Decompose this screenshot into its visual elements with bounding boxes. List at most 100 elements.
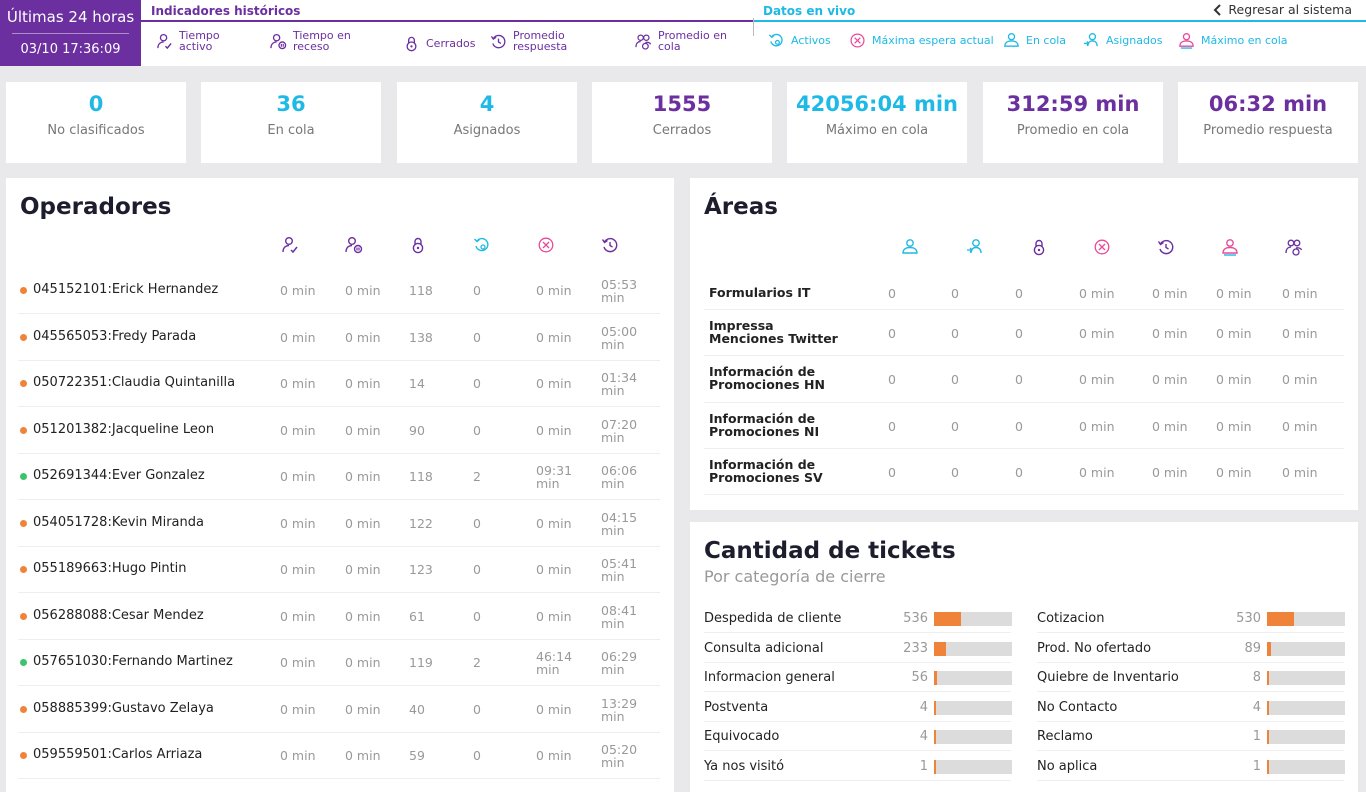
operator-row[interactable]: 058885399:Gustavo Zelaya 0 min 0 min 40 0 0 m… — [18, 687, 660, 733]
ticket-category-count: 530 — [1236, 611, 1261, 626]
area-c2-value: 0 — [951, 465, 959, 480]
kpi-value: 312:59 min — [1006, 92, 1140, 116]
kpi-cerrados: 1555 Cerrados — [592, 82, 772, 163]
area-row[interactable]: Información de Promociones NI 0 0 0 0 min 0 m… — [704, 403, 1344, 449]
tickets-title: Cantidad de tickets — [704, 538, 956, 564]
operators-list[interactable]: 045152101:Erick Hernandez 0 min 0 min 118 0 0… — [18, 266, 660, 792]
operator-name: 054051728:Kevin Miranda — [33, 514, 204, 530]
area-row[interactable]: Información de Promociones SV 0 0 0 0 min 0 m… — [704, 449, 1344, 495]
back-to-system-link[interactable]: Regresar al sistema — [1213, 2, 1352, 17]
tab-tiempo-receso[interactable]: Tiempo en receso — [270, 30, 351, 52]
live-data-title: Datos en vivo — [763, 4, 856, 18]
operator-wait-value: 46:14 min — [536, 649, 573, 677]
operator-active-value: 0 min — [280, 283, 316, 298]
operator-active-value: 0 min — [280, 376, 316, 391]
operator-response-value: 05:53 min — [601, 277, 638, 305]
area-row[interactable]: Impressa Menciones Twitter 0 0 0 0 min 0 min 0… — [704, 310, 1344, 356]
operator-name: 045152101:Erick Hernandez — [33, 282, 219, 297]
operator-assigned-value: 0 — [473, 608, 481, 624]
kpi-label: Asignados — [453, 123, 521, 138]
operator-wait-value: 0 min — [536, 283, 572, 298]
tab-en-cola[interactable]: En cola — [1003, 32, 1066, 49]
area-c6-value: 0 min — [1216, 419, 1252, 434]
kpi-label: Cerrados — [652, 123, 712, 138]
operator-name: 058885399:Gustavo Zelaya — [33, 700, 214, 716]
tab-label: Activos — [791, 34, 831, 47]
area-name: Información de Promociones NI — [709, 411, 820, 439]
operator-name: 059559501:Carlos Arriaza — [33, 747, 203, 762]
ticket-category-bar — [934, 700, 1012, 715]
tab-maximo-en-cola[interactable]: Máximo en cola — [1178, 32, 1288, 49]
active-clock-icon — [474, 237, 489, 252]
kpi-en-cola: 36 En cola — [201, 82, 381, 163]
operator-row[interactable]: 059559501:Carlos Arriaza 0 min 0 min 59 0 0 m… — [18, 733, 660, 779]
ticket-category-bar — [934, 641, 1012, 656]
operators-panel: Operadores 045152101:Erick Hernandez 0 mi… — [6, 178, 674, 792]
operator-closed-value: 119 — [409, 655, 433, 670]
operator-name: 051201382:Jacqueline Leon — [33, 421, 215, 437]
area-c1-value: 0 — [888, 286, 896, 301]
operator-row[interactable]: 054051728:Kevin Miranda 0 min 0 min 122 0 0 m… — [18, 501, 660, 547]
historic-indicators-title: Indicadores históricos — [151, 4, 301, 18]
tab-activos[interactable]: Activos — [768, 32, 831, 49]
ticket-category-row: Consulta adicional 233 — [704, 634, 1012, 663]
area-c1-value: 0 — [888, 419, 896, 434]
ticket-category-bar-fill — [934, 612, 961, 626]
operator-active-value: 0 min — [280, 655, 316, 670]
area-c4-value: 0 min — [1079, 286, 1115, 301]
operator-break-value: 0 min — [345, 283, 381, 298]
operators-scrollbar[interactable] — [661, 266, 665, 792]
operator-row[interactable]: 045565053:Fredy Parada 0 min 0 min 138 0 0 mi… — [18, 315, 660, 361]
ticket-category-row: Despedida de cliente 536 — [704, 604, 1012, 633]
operator-assigned-value: 0 — [473, 329, 481, 345]
area-name: Impressa Menciones Twitter — [709, 318, 838, 346]
operator-row[interactable]: 056288088:Cesar Mendez 0 min 0 min 61 0 0 min… — [18, 594, 660, 640]
top-navigation-bar: Últimas 24 horas 03/10 17:36:09 Indicado… — [0, 0, 1366, 66]
ticket-category-label: Equivocado — [704, 729, 780, 744]
ticket-category-count: 56 — [911, 670, 928, 685]
ticket-category-bar-fill — [1267, 641, 1271, 656]
operator-name: 057651030:Fernando Martinez — [33, 654, 233, 669]
area-c1-value: 0 — [888, 326, 896, 341]
operator-closed-value: 61 — [409, 608, 425, 624]
period-selector[interactable]: Últimas 24 horas 03/10 17:36:09 — [0, 0, 141, 66]
operator-row[interactable]: 057651030:Fernando Martinez 0 min 0 min 119… — [18, 640, 660, 686]
tab-promedio-respuesta[interactable]: Promedio respuesta — [490, 30, 567, 52]
operator-row[interactable]: 052691344:Ever Gonzalez 0 min 0 min 118 2 09:… — [18, 454, 660, 500]
operator-closed-value: 90 — [409, 422, 425, 438]
user-queue-icon — [1004, 33, 1019, 47]
operator-assigned-value: 0 — [473, 283, 481, 298]
ticket-category-label: Consulta adicional — [704, 640, 824, 656]
operator-response-value: 01:34 min — [601, 370, 638, 398]
ticket-category-bar-fill — [1267, 730, 1269, 744]
operator-wait-value: 09:31 min — [536, 463, 573, 491]
kpi-promedio-respuesta: 06:32 min Promedio respuesta — [1178, 82, 1358, 163]
tab-maxima-espera-actual[interactable]: Máxima espera actual — [849, 32, 994, 49]
operator-row[interactable]: 050722351:Claudia Quintanilla 0 min 0 min 1… — [18, 361, 660, 407]
operator-row[interactable]: 055189663:Hugo Pintin 0 min 0 min 123 0 0 min… — [18, 547, 660, 593]
operator-wait-value: 0 min — [536, 329, 572, 345]
operator-name: 052691344:Ever Gonzalez — [33, 468, 205, 483]
tickets-panel: Cantidad de tickets Por categoría de cie… — [690, 522, 1358, 792]
tab-asignados[interactable]: Asignados — [1083, 32, 1162, 49]
area-row[interactable]: Información de Promociones HN 0 0 0 0 min 0 m… — [704, 356, 1344, 403]
operator-wait-value: 0 min — [536, 748, 572, 763]
operator-response-value: 06:06 min — [601, 463, 638, 491]
ticket-category-bar — [1267, 700, 1345, 715]
operator-response-value: 05:41 min — [601, 556, 638, 584]
ticket-category-bar — [934, 730, 1012, 744]
ticket-category-row: Ya nos visitó 1 — [704, 752, 1012, 781]
kpi-value: 42056:04 min — [795, 92, 959, 116]
kpi-label: Máximo en cola — [825, 123, 929, 138]
tab-tiempo-activo[interactable]: Tiempo activo — [156, 30, 220, 52]
area-c4-value: 0 min — [1079, 419, 1115, 434]
area-row[interactable]: Formularios IT 0 0 0 0 min 0 min 0 min 0 min — [704, 277, 1344, 310]
kpi-value: 36 — [276, 92, 306, 116]
area-c2-value: 0 — [951, 326, 959, 341]
operator-row[interactable]: 051201382:Jacqueline Leon 0 min 0 min 90 0 0 … — [18, 408, 660, 454]
tab-promedio-en-cola[interactable]: Promedio en cola — [635, 30, 727, 52]
operator-assigned-value: 0 — [473, 562, 481, 577]
operator-row[interactable]: 045152101:Erick Hernandez 0 min 0 min 118 0 0… — [18, 268, 660, 314]
ticket-category-label: No Contacto — [1037, 699, 1118, 715]
tab-cerrados[interactable]: Cerrados — [403, 35, 475, 52]
